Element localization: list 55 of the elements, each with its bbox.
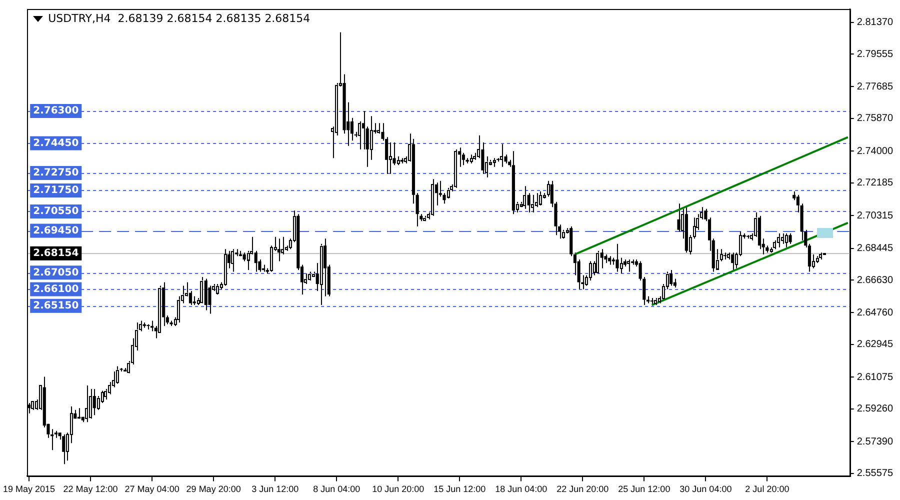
x-tick-label: 19 May 2015 bbox=[3, 484, 56, 494]
candlestick bbox=[362, 110, 366, 150]
ref-line-label: 2.65150 bbox=[33, 300, 79, 312]
y-tick-label: 2.79555 bbox=[856, 48, 894, 60]
candlestick bbox=[616, 243, 619, 272]
x-tick-label: 25 Jun 12:00 bbox=[618, 484, 670, 494]
chart-title: USDTRY,H4 2.68139 2.68154 2.68135 2.68154 bbox=[48, 12, 310, 25]
y-tick-label: 2.70315 bbox=[856, 210, 894, 222]
x-tick-label: 8 Jun 04:00 bbox=[313, 484, 360, 494]
y-tick-label: 2.68445 bbox=[856, 243, 894, 254]
candlestick bbox=[670, 270, 673, 286]
candlestick bbox=[416, 192, 419, 227]
candlestick bbox=[150, 320, 154, 332]
x-tick-label: 27 May 04:00 bbox=[124, 484, 180, 494]
ref-line-label: 2.70550 bbox=[33, 206, 79, 218]
x-tick-label: 18 Jun 04:00 bbox=[495, 484, 548, 494]
candlestick bbox=[277, 238, 280, 262]
ref-line-label: 2.69450 bbox=[33, 225, 79, 236]
y-tick-label: 2.72185 bbox=[856, 178, 894, 189]
y-tick-label: 2.77685 bbox=[856, 81, 894, 92]
x-tick-label: 2 Jul 20:00 bbox=[745, 484, 790, 494]
ref-line-label: 2.76300 bbox=[33, 106, 79, 117]
y-tick-label: 2.66630 bbox=[856, 274, 894, 286]
candlestick bbox=[677, 203, 680, 232]
x-tick-label: 22 Jun 20:00 bbox=[556, 484, 609, 494]
ref-line-label: 2.67050 bbox=[33, 267, 79, 278]
y-tick-label: 2.59260 bbox=[856, 404, 894, 415]
y-tick-label: 2.55575 bbox=[856, 468, 894, 480]
candlestick bbox=[388, 142, 392, 174]
ref-line-label: 2.66100 bbox=[33, 284, 79, 295]
x-tick-label: 22 May 12:00 bbox=[63, 484, 118, 494]
candlestick bbox=[92, 388, 96, 416]
x-tick-label: 3 Jun 12:00 bbox=[252, 484, 299, 494]
ref-line-label: 2.72750 bbox=[33, 168, 79, 179]
x-tick-label: 30 Jun 04:00 bbox=[680, 484, 732, 494]
candlestick bbox=[62, 434, 66, 465]
candlestick bbox=[324, 238, 327, 297]
x-tick-label: 29 May 20:00 bbox=[186, 484, 241, 494]
y-tick-label: 2.61075 bbox=[856, 372, 894, 383]
ref-line-label: 2.74450 bbox=[33, 138, 79, 149]
y-tick-label: 2.57390 bbox=[856, 436, 894, 448]
candlestick bbox=[600, 248, 604, 269]
candlestick bbox=[85, 384, 88, 423]
y-tick-label: 2.64760 bbox=[856, 307, 894, 318]
candlestick bbox=[731, 252, 734, 271]
y-tick-label: 2.62945 bbox=[856, 339, 894, 350]
y-tick-label: 2.74000 bbox=[856, 146, 894, 157]
candlestick bbox=[788, 232, 792, 244]
ref-line-label: 2.68154 bbox=[33, 248, 79, 259]
ref-line-label: 2.71750 bbox=[33, 185, 79, 196]
x-tick-label: 15 Jun 12:00 bbox=[434, 484, 486, 494]
candlestick bbox=[527, 192, 530, 213]
x-tick-label: 10 Jun 20:00 bbox=[372, 484, 424, 494]
y-tick-label: 2.75870 bbox=[856, 113, 894, 124]
y-tick-label: 2.81370 bbox=[856, 17, 894, 28]
